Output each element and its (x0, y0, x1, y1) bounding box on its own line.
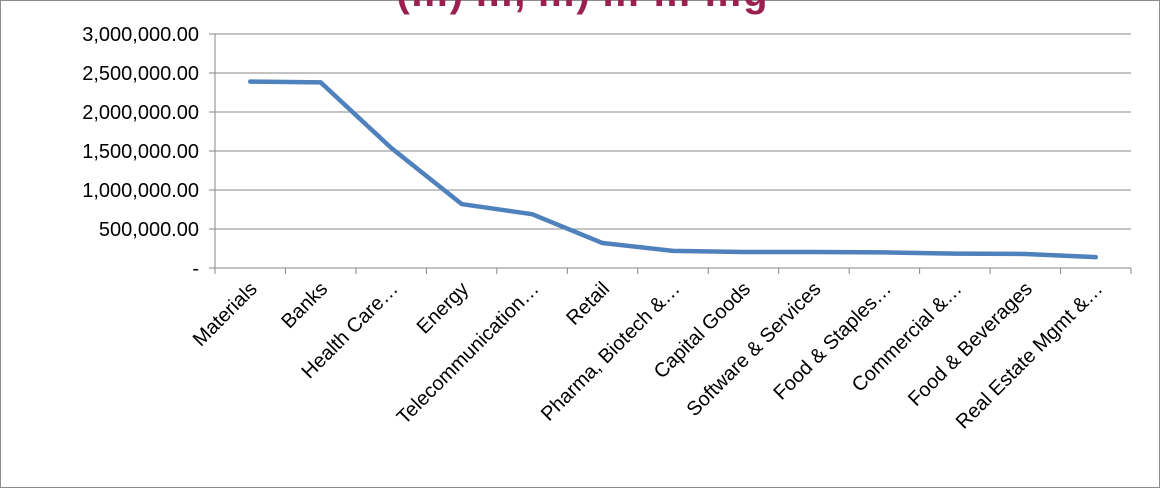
x-tick-label: Telecommunication… (393, 278, 544, 429)
y-tick-label: 2,000,000.00 (82, 102, 199, 124)
x-tick-label: Retail (562, 278, 614, 330)
x-tick-label: Software & Services (683, 278, 826, 421)
y-tick-label: 3,000,000.00 (82, 24, 199, 46)
x-tick-label: Real Estate Mgmt &… (952, 278, 1107, 433)
data-point (952, 251, 957, 256)
data-point (530, 212, 535, 217)
data-point (671, 248, 675, 253)
x-tick-label: Materials (189, 278, 262, 351)
data-point (1023, 251, 1028, 256)
data-point (389, 145, 394, 150)
x-tick-label: Food & Staples… (770, 278, 896, 404)
y-tick-label: 1,000,000.00 (82, 180, 199, 202)
x-tick-label: Energy (413, 278, 473, 338)
series-line (247, 79, 1099, 260)
y-tick-labels: 3,000,000.00 2,500,000.00 2,000,000.00 1,50… (82, 24, 199, 280)
data-point (882, 250, 887, 255)
x-tick-label: Banks (277, 278, 332, 333)
data-point (600, 241, 605, 246)
axes (209, 33, 1132, 274)
data-point (318, 80, 323, 85)
y-tick-label: 500,000.00 (99, 219, 199, 241)
chart-title: (…) …, …) … … …g (1, 0, 1162, 16)
x-tick-label: Food & Beverages (904, 278, 1037, 411)
y-tick-label: 2,500,000.00 (82, 63, 199, 85)
gridlines (215, 33, 1131, 230)
data-point (248, 79, 253, 84)
x-tick-label: Pharma, Biotech &… (537, 278, 685, 426)
data-point (741, 250, 746, 255)
y-tick-label: - (192, 258, 199, 280)
series-layer (247, 79, 1099, 260)
data-point (459, 202, 464, 207)
y-tick-label: 1,500,000.00 (82, 141, 199, 163)
data-point (811, 250, 816, 255)
data-point (1093, 255, 1098, 260)
